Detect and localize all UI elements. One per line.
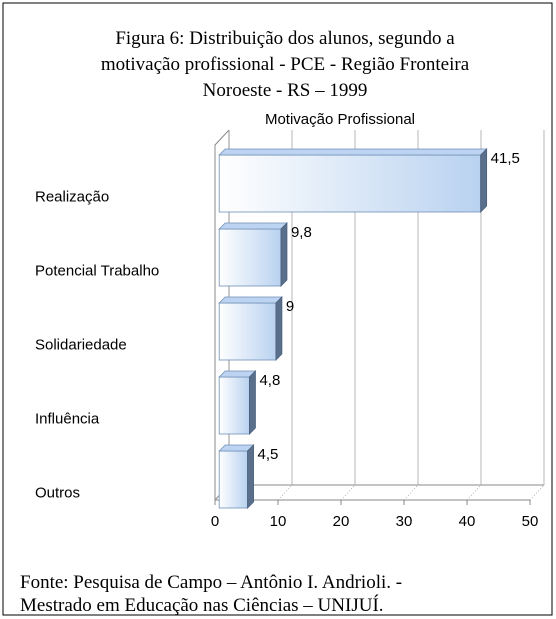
x-tick-label: 10 xyxy=(270,513,287,530)
grid-line xyxy=(277,484,293,501)
y-tick-label: Solidariedade xyxy=(35,337,127,354)
bar-side xyxy=(480,148,488,213)
bar-top xyxy=(218,222,288,230)
grid-line xyxy=(403,484,419,501)
grid-line xyxy=(340,484,356,501)
bar xyxy=(218,302,277,361)
bar xyxy=(218,154,482,213)
bar-side xyxy=(275,296,283,361)
bar-top xyxy=(218,148,488,156)
subtitle: Motivação Profissional xyxy=(265,111,415,128)
bar-side xyxy=(249,370,256,435)
x-tick-label: 30 xyxy=(396,513,413,530)
x-tick-label: 50 xyxy=(522,513,539,530)
bar xyxy=(218,376,250,435)
x-tick-label: 40 xyxy=(459,513,476,530)
y-tick-label: Influência xyxy=(35,411,100,428)
bar-side xyxy=(247,444,254,509)
title-line: Figura 6: Distribuição dos alunos, segun… xyxy=(115,28,455,49)
x-tick-label: 0 xyxy=(211,513,219,530)
x-tick-label: 20 xyxy=(333,513,350,530)
bar-top xyxy=(218,296,283,304)
y-tick-label: Potencial Trabalho xyxy=(35,263,159,280)
title-line: motivação profissional - PCE - Região Fr… xyxy=(101,54,470,75)
source: Fonte: Pesquisa de Campo – Antônio I. An… xyxy=(20,572,402,593)
bar-side xyxy=(280,222,288,287)
bar xyxy=(218,228,282,287)
source: Mestrado em Educação nas Ciências – UNIJ… xyxy=(20,594,384,616)
bar xyxy=(218,450,248,509)
grid-line xyxy=(214,484,230,501)
y-tick-label: Realização xyxy=(35,189,109,206)
value-label: 4,8 xyxy=(259,372,280,389)
title-line: Noroeste - RS – 1999 xyxy=(203,80,368,101)
grid-line xyxy=(529,484,545,501)
value-label: 4,5 xyxy=(258,446,279,463)
value-label: 9,8 xyxy=(291,224,312,241)
value-label: 41,5 xyxy=(491,150,520,167)
y-tick-label: Outros xyxy=(35,485,80,502)
value-label: 9 xyxy=(286,298,294,315)
grid-line xyxy=(466,484,482,501)
